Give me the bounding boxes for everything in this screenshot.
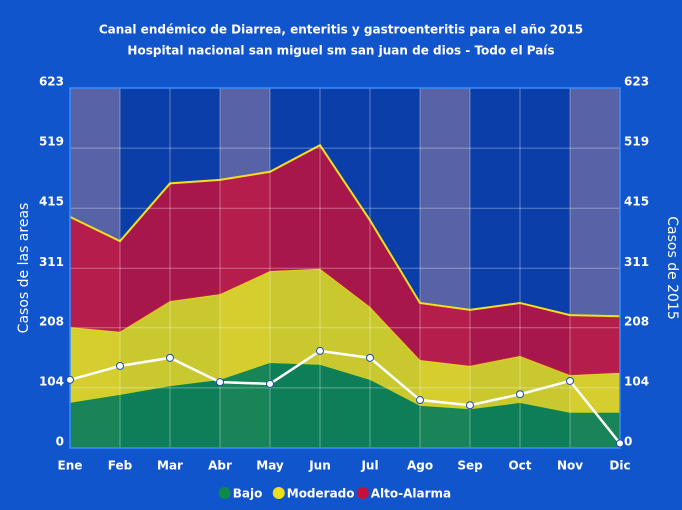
point [216, 378, 224, 387]
y2-tick-label: 415 [624, 195, 649, 209]
y-tick-label: 104 [39, 374, 64, 388]
point [566, 376, 574, 385]
x-tick-label: May [256, 459, 284, 473]
x-tick-label: Ene [58, 459, 83, 473]
x-tick-label: Mar [157, 459, 183, 473]
y-tick-label: 623 [39, 75, 64, 89]
legend-marker [272, 487, 285, 499]
chart-subtitle: Hospital nacional san miguel sm san juan… [127, 44, 554, 58]
area [70, 363, 620, 448]
point [166, 353, 174, 362]
x-tick-label: Nov [557, 459, 583, 473]
y-tick-label: 0 [56, 435, 64, 449]
point [316, 346, 324, 355]
plot-border [69, 87, 621, 449]
point [616, 439, 624, 448]
x-tick-label: Dic [609, 459, 630, 473]
point [116, 361, 124, 370]
point [366, 353, 374, 362]
line [69, 349, 621, 445]
legend-label: Alto-Alarma [371, 487, 451, 501]
y2-tick-label: 519 [624, 135, 649, 149]
y-axis-title: Casos de las areas [16, 203, 32, 334]
x-tick-label: Feb [108, 459, 133, 473]
y2-tick-label: 208 [624, 314, 649, 328]
point [516, 390, 524, 399]
legend-marker [356, 487, 369, 499]
x-tick-label: Abr [208, 459, 232, 473]
legend-label: Moderado [287, 487, 355, 501]
y-tick-label: 208 [39, 314, 64, 328]
legend-label: Bajo [233, 487, 263, 501]
y2-tick-label: 623 [624, 75, 649, 89]
point [266, 379, 274, 388]
y2-axis-title: Casos de 2015 [664, 216, 680, 320]
point [66, 375, 74, 384]
chart-title: Canal endémico de Diarrea, enteritis y g… [99, 23, 583, 37]
y-tick-label: 519 [39, 135, 64, 149]
x-tick-label: Ago [407, 459, 433, 473]
y-tick-label: 311 [39, 255, 64, 269]
y2-tick-label: 104 [624, 374, 649, 388]
x-tick-label: Oct [508, 459, 531, 473]
y-tick-label: 415 [39, 195, 64, 209]
point [466, 401, 474, 410]
area-edge [69, 143, 621, 318]
x-tick-label: Sep [457, 459, 483, 473]
x-tick-label: Jul [360, 459, 378, 473]
x-tick-label: Jun [308, 459, 331, 473]
y2-tick-label: 0 [624, 435, 632, 449]
point [416, 396, 424, 405]
legend-marker [218, 487, 231, 499]
y2-tick-label: 311 [624, 255, 649, 269]
area [70, 145, 620, 376]
